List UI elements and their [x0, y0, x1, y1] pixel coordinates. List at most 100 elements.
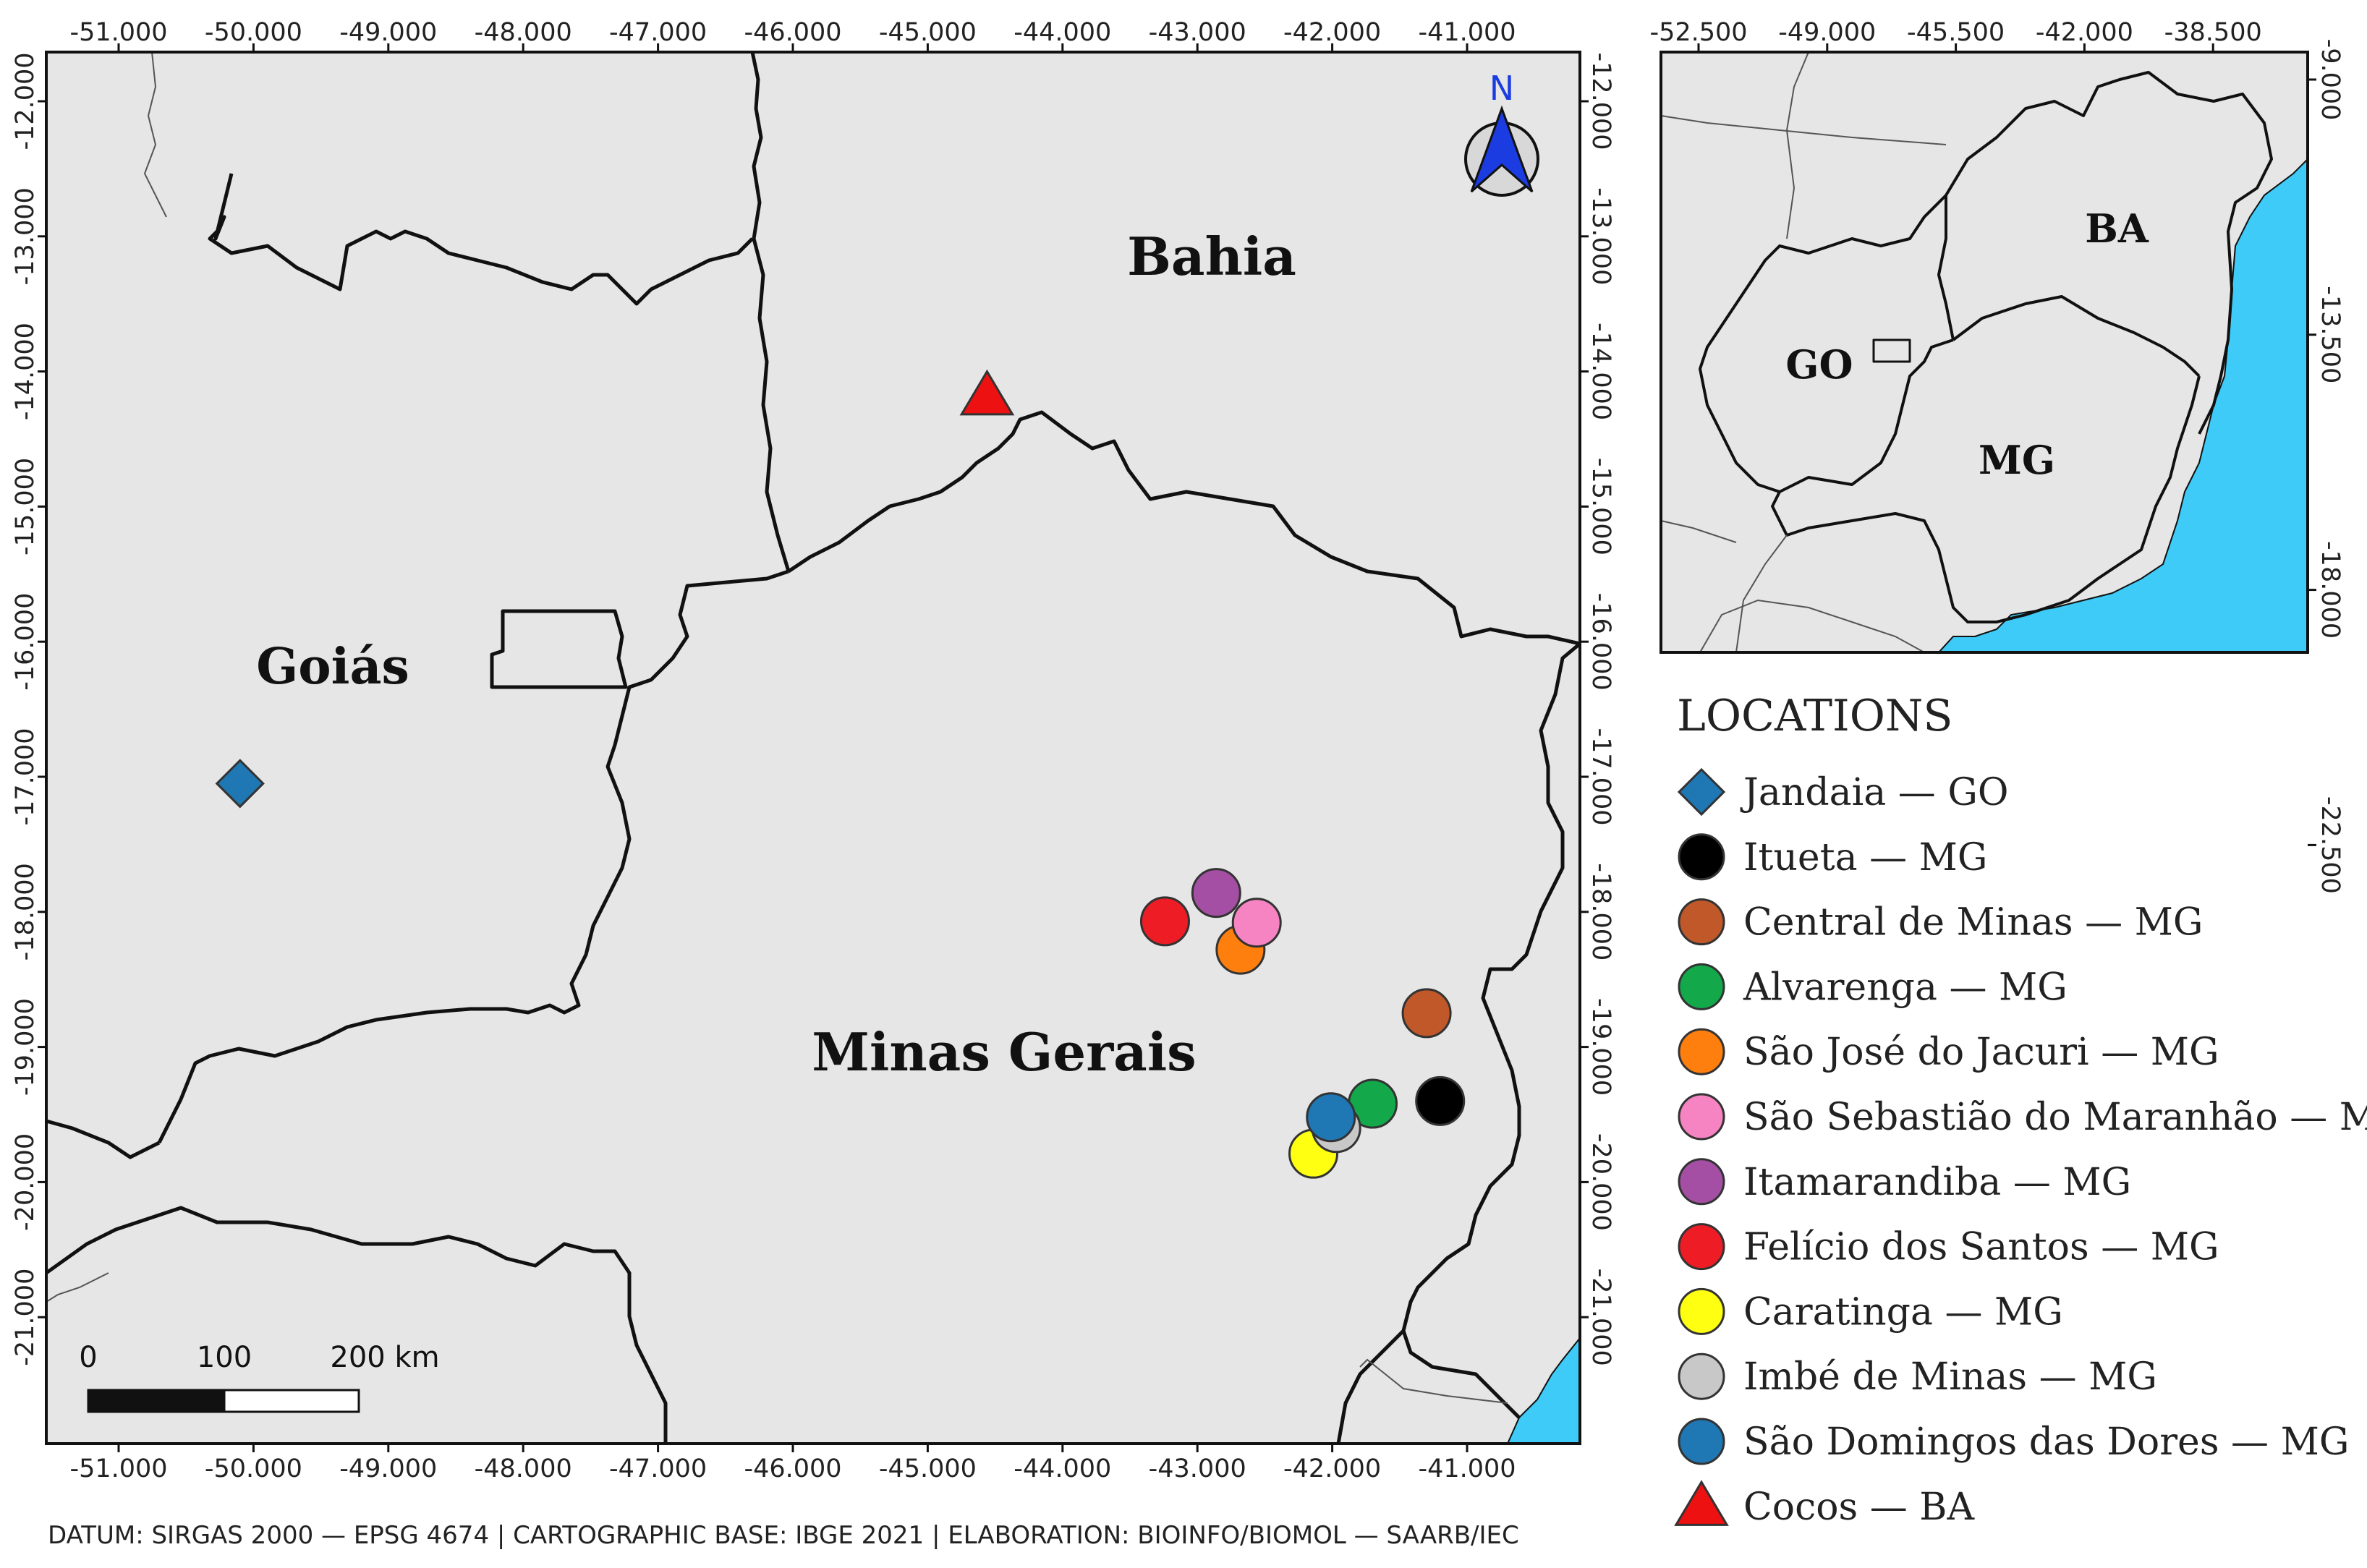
x-tick-label-top: -51.000: [69, 18, 167, 47]
legend-item-label: Central de Minas — MG: [1743, 901, 2203, 945]
y-tick-label-right: -19.000: [1586, 998, 1615, 1096]
y-tick-label-right: -16.000: [1586, 593, 1615, 691]
inset-y-tick-label: -22.500: [2316, 796, 2345, 894]
scale-bar-black: [87, 1389, 226, 1413]
legend-item-label: Alvarenga — MG: [1743, 966, 2068, 1009]
main-map-frame: [45, 51, 1581, 1445]
y-tick-label-left: -14.000: [11, 323, 40, 420]
y-tick-label-left: -13.000: [11, 187, 40, 285]
scale-label-100: 100: [197, 1341, 252, 1374]
map-credit: DATUM: SIRGAS 2000 — EPSG 4674 | CARTOGR…: [48, 1521, 1519, 1550]
legend-item-label: Jandaia — GO: [1740, 771, 2009, 814]
inset-label-ba: BA: [2085, 205, 2149, 252]
x-tick-label-top: -49.000: [339, 18, 437, 47]
region-label-bahia: Bahia: [1127, 226, 1296, 287]
legend-symbol: [1674, 1480, 1729, 1526]
x-tick-label-top: -41.000: [1418, 18, 1516, 47]
x-tick-label-top: -47.000: [609, 18, 707, 47]
inset-borders: [1699, 71, 2273, 623]
x-tick-label-bottom: -45.000: [879, 1454, 977, 1483]
location-marker: [1231, 898, 1282, 948]
location-markers: [215, 369, 1466, 1179]
mg-rj-border: [1401, 1330, 1521, 1419]
legend-symbol: [1678, 1028, 1725, 1075]
y-tick-label-right: -20.000: [1586, 1133, 1615, 1231]
inset-y-tick-label: -9.000: [2316, 39, 2345, 121]
thin-borders: [46, 51, 1508, 1404]
x-tick-label-top: -50.000: [205, 18, 302, 47]
inset-label-mg: MG: [1979, 437, 2055, 483]
location-marker: [1191, 868, 1241, 919]
legend-item-label: Itueta — MG: [1743, 836, 1987, 879]
x-tick-label-top: -48.000: [475, 18, 572, 47]
x-tick-label-bottom: -51.000: [69, 1454, 167, 1483]
x-tick-label-bottom: -49.000: [339, 1454, 437, 1483]
x-tick-label-bottom: -43.000: [1149, 1454, 1246, 1483]
scale-label-200: 200 km: [330, 1341, 439, 1374]
main-map: Bahia Goiás Minas Gerais N 0 100 200 km …: [11, 18, 1615, 1483]
x-tick-label-bottom: -47.000: [609, 1454, 707, 1483]
inset-map-ticks: -52.500 -49.000 -45.500 -42.000 -38.500 -9.00…: [1649, 18, 2345, 894]
x-tick-label-bottom: -42.000: [1283, 1454, 1381, 1483]
north-label: N: [1490, 69, 1514, 108]
legend-symbol: [1678, 898, 1725, 946]
state-borders: [45, 51, 1581, 1444]
inset-x-tick-label: -42.000: [2036, 18, 2133, 47]
x-tick-label-top: -43.000: [1149, 18, 1246, 47]
y-tick-label-left: -15.000: [11, 458, 40, 555]
legend-symbol: [1678, 963, 1725, 1010]
y-tick-label-right: -14.000: [1586, 323, 1615, 420]
inset-thin-borders: [1660, 51, 1947, 653]
inset-label-go: GO: [1785, 341, 1853, 388]
legend-item-label: Imbé de Minas — MG: [1743, 1355, 2157, 1399]
y-tick-label-left: -12.000: [11, 52, 40, 150]
atlantic-ocean-inset: [1937, 157, 2308, 653]
y-tick-label-left: -20.000: [11, 1133, 40, 1231]
y-tick-label-right: -12.000: [1586, 52, 1615, 150]
region-label-minas-gerais: Minas Gerais: [812, 1021, 1196, 1083]
y-tick-label-left: -21.000: [11, 1269, 40, 1366]
x-tick-label-top: -46.000: [744, 18, 841, 47]
x-tick-label-top: -45.000: [879, 18, 977, 47]
location-marker: [1401, 988, 1452, 1039]
location-marker: [1415, 1075, 1466, 1126]
location-marker: [959, 369, 1015, 416]
goias-mg-border: [157, 569, 789, 1144]
region-label-goias: Goiás: [256, 638, 409, 696]
legend-item-label: São Sebastião do Maranhão — MG: [1743, 1096, 2367, 1139]
legend-item-label: Itamarandiba — MG: [1743, 1161, 2131, 1204]
main-map-ticks: -51.000 -51.000 -50.000 -50.000 -49.000 -49.0…: [11, 18, 1615, 1483]
y-tick-label-left: -18.000: [11, 863, 40, 960]
inset-map: BA GO MG -52.500 -49.000 -45.500 -42.000 -38…: [1649, 18, 2345, 894]
y-tick-label-right: -21.000: [1586, 1269, 1615, 1366]
goias-south-border: [46, 1119, 161, 1159]
legend-item-label: São José do Jacuri — MG: [1743, 1031, 2219, 1074]
inset-x-tick-label: -45.500: [1907, 18, 2005, 47]
location-marker: [215, 759, 265, 809]
north-arrow-icon: [1470, 105, 1534, 193]
goias-tocantins-border: [208, 173, 754, 306]
legend-symbol: [1678, 833, 1725, 881]
x-tick-label-bottom: -50.000: [205, 1454, 302, 1483]
y-tick-label-right: -15.000: [1586, 458, 1615, 555]
inset-map-frame: [1660, 51, 2309, 654]
y-tick-label-right: -13.000: [1586, 187, 1615, 285]
x-tick-label-top: -42.000: [1283, 18, 1381, 47]
x-tick-label-bottom: -44.000: [1013, 1454, 1111, 1483]
inset-x-tick-label: -52.500: [1649, 18, 1747, 47]
scale-bar-white: [223, 1389, 360, 1413]
legend-item-label: Cocos — BA: [1743, 1486, 1975, 1529]
location-marker: [1139, 896, 1190, 947]
legend-symbol: [1678, 1093, 1725, 1141]
goias-bahia-border: [750, 51, 791, 572]
legend-items: Jandaia — GO Itueta — MG Central de Minas …: [1674, 767, 2367, 1529]
x-tick-label-bottom: -46.000: [744, 1454, 841, 1483]
legend-symbol: [1678, 1223, 1725, 1271]
inset-x-tick-label: -38.500: [2164, 18, 2262, 47]
location-marker: [1306, 1092, 1356, 1143]
y-tick-label-left: -16.000: [11, 593, 40, 691]
main-map-land: [46, 52, 1580, 1444]
inset-y-tick-label: -13.500: [2316, 286, 2345, 383]
inset-y-tick-label: -18.000: [2316, 541, 2345, 639]
legend-item-label: São Domingos das Dores — MG: [1743, 1420, 2349, 1464]
